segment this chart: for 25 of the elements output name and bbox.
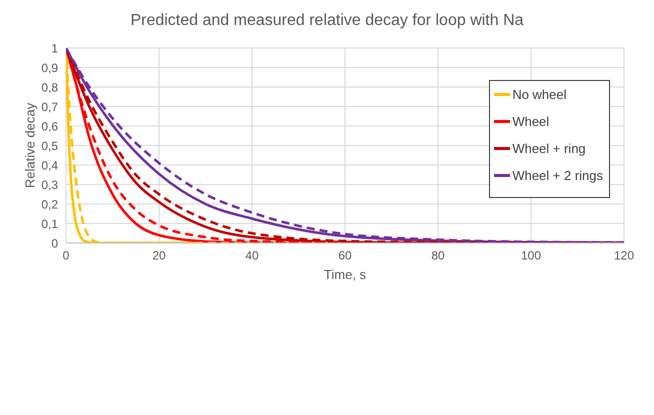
y-axis-title: Relative decay bbox=[22, 102, 38, 188]
x-tick-label: 100 bbox=[520, 248, 542, 263]
y-tick-label: 0,2 bbox=[41, 197, 58, 212]
y-tick-label: 0,7 bbox=[41, 100, 58, 114]
y-tick-label: 0,6 bbox=[41, 119, 58, 134]
y-tick-label: 0 bbox=[51, 236, 58, 250]
chart-title: Predicted and measured relative decay for loop with Na bbox=[129, 11, 525, 31]
x-tick-label: 60 bbox=[338, 248, 352, 263]
y-tick-label: 0,1 bbox=[41, 216, 58, 231]
y-tick-label: 0,8 bbox=[41, 80, 58, 94]
x-axis-title: Time, s bbox=[324, 267, 367, 282]
y-tick-label: 0,4 bbox=[41, 158, 58, 172]
y-tick-label: 0,9 bbox=[41, 60, 58, 75]
legend-label: Wheel + ring bbox=[512, 141, 586, 156]
legend-label: Wheel bbox=[512, 114, 550, 129]
x-tick-label: 80 bbox=[431, 248, 445, 263]
y-tick-label: 0,5 bbox=[41, 138, 58, 153]
legend-label: No wheel bbox=[512, 87, 567, 102]
x-tick-label: 20 bbox=[152, 248, 166, 263]
y-tick-label: 0,3 bbox=[41, 178, 58, 192]
x-tick-label: 0 bbox=[62, 248, 70, 263]
legend-label: Wheel + 2 rings bbox=[512, 168, 603, 183]
y-tick-label: 1 bbox=[51, 41, 58, 56]
x-tick-label: 120 bbox=[614, 248, 634, 263]
x-tick-label: 40 bbox=[245, 248, 259, 263]
